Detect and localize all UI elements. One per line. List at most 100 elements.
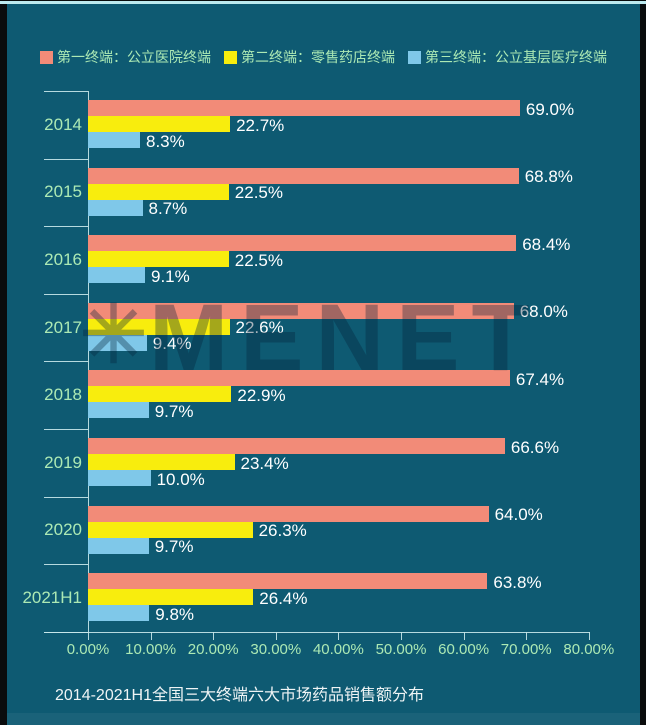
x-axis-tick: [213, 631, 215, 640]
x-axis-line: [44, 631, 590, 633]
right-edge-border: [640, 0, 646, 725]
bar-value-label: 22.7%: [236, 115, 285, 135]
bar-value-label: 9.1%: [151, 266, 190, 286]
x-axis-tick: [338, 631, 340, 640]
y-axis-category-tick: [44, 496, 88, 498]
bar: [88, 537, 149, 554]
legend-item-label: 第二终端：零售药店终端: [241, 49, 395, 65]
bar: [88, 370, 510, 387]
legend-swatch-icon: [408, 50, 421, 64]
category-label: 2017: [44, 317, 82, 337]
bar: [88, 438, 505, 454]
bar-value-label: 9.8%: [155, 604, 195, 624]
x-tick-label: 70.00%: [500, 640, 552, 658]
y-axis-category-tick: [44, 293, 88, 295]
bar: [88, 573, 488, 590]
legend-item: 第一终端：公立医院终端: [40, 47, 211, 67]
x-axis-tick: [588, 631, 590, 640]
bar: [88, 454, 235, 470]
bar: [88, 132, 140, 148]
legend-swatch-icon: [224, 50, 237, 64]
bar-value-label: 22.9%: [237, 385, 286, 405]
category-label: 2021H1: [22, 588, 82, 607]
category-label: 2018: [44, 385, 82, 405]
bar-value-label: 8.7%: [148, 199, 188, 219]
bar: [88, 167, 519, 184]
bar-value-label: 68.4%: [522, 234, 571, 254]
x-axis-tick: [526, 631, 528, 640]
x-axis-tick: [88, 631, 89, 640]
bar: [88, 183, 229, 200]
bar-value-label: 22.5%: [234, 183, 283, 203]
bar: [88, 302, 514, 319]
bottom-tint-strip: [7, 713, 640, 725]
bar: [88, 505, 489, 522]
bar-value-label: 69.0%: [525, 99, 575, 119]
category-label: 2019: [44, 452, 82, 472]
top-accent-line: [0, 1, 646, 4]
top-edge-border: [0, 0, 646, 1]
bar-value-label: 9.7%: [154, 537, 194, 557]
x-tick-label: 20.00%: [187, 640, 239, 658]
x-tick-label: 80.00%: [563, 640, 615, 658]
chart-title: 2014-2021H1全国三大终端六大市场药品销售额分布: [55, 687, 424, 704]
bar-value-label: 9.7%: [154, 401, 194, 421]
x-axis-tick: [401, 631, 402, 640]
x-tick-label: 50.00%: [375, 640, 427, 658]
bar-value-label: 66.6%: [510, 437, 560, 457]
legend: 第一终端：公立医院终端 第二终端：零售药店终端 第三终端：公立基层医疗终端: [40, 47, 607, 67]
bar-value-label: 26.3%: [258, 521, 307, 541]
x-tick-label: 0.00%: [66, 640, 110, 658]
legend-swatch-icon: [40, 50, 53, 64]
bar-value-label: 10.0%: [156, 469, 205, 489]
bar: [88, 605, 150, 622]
y-axis-category-tick: [44, 226, 88, 228]
legend-item: 第三终端：公立基层医疗终端: [408, 47, 607, 67]
x-tick-label: 60.00%: [438, 640, 490, 658]
bar-value-label: 67.4%: [515, 369, 565, 389]
x-axis-tick: [463, 631, 465, 640]
left-edge-border: [0, 0, 7, 725]
bar: [88, 470, 151, 486]
bar: [88, 386, 232, 403]
bar-value-label: 8.3%: [146, 131, 185, 151]
legend-item-label: 第一终端：公立医院终端: [57, 49, 211, 65]
bar-value-label: 68.8%: [524, 167, 573, 187]
x-tick-label: 40.00%: [312, 640, 364, 658]
bar-value-label: 22.6%: [235, 318, 284, 338]
bar: [88, 334, 147, 351]
category-label: 2020: [44, 520, 82, 540]
bar-value-label: 26.4%: [259, 588, 308, 608]
y-axis-category-tick: [44, 361, 88, 363]
bar: [88, 589, 254, 606]
bar-value-label: 64.0%: [494, 505, 543, 525]
bar: [88, 267, 145, 284]
bar: [88, 318, 230, 335]
x-tick-label: 30.00%: [250, 640, 302, 658]
legend-item: 第二终端：零售药店终端: [224, 47, 395, 67]
bar: [88, 402, 149, 419]
bar-value-label: 23.4%: [240, 453, 289, 473]
y-axis-category-tick: [44, 91, 88, 92]
bar: [88, 235, 517, 252]
bar: [88, 199, 143, 216]
y-axis-category-tick: [44, 158, 88, 160]
x-axis-tick: [275, 631, 277, 640]
bar-value-label: 68.0%: [519, 302, 568, 322]
x-axis-tick: [150, 631, 152, 640]
y-axis-category-tick: [44, 429, 88, 430]
legend-item-label: 第三终端：公立基层医疗终端: [425, 49, 607, 65]
bar-value-label: 22.5%: [234, 250, 283, 270]
x-tick-label: 10.00%: [125, 640, 177, 658]
category-label: 2015: [44, 182, 82, 202]
bar: [88, 521, 253, 538]
bar-value-label: 9.4%: [152, 334, 192, 354]
bar-value-label: 63.8%: [493, 572, 542, 592]
category-label: 2014: [44, 114, 82, 134]
bar: [88, 251, 229, 268]
category-label: 2016: [44, 250, 82, 269]
y-axis-line: [88, 91, 89, 632]
y-axis-category-tick: [44, 564, 88, 566]
